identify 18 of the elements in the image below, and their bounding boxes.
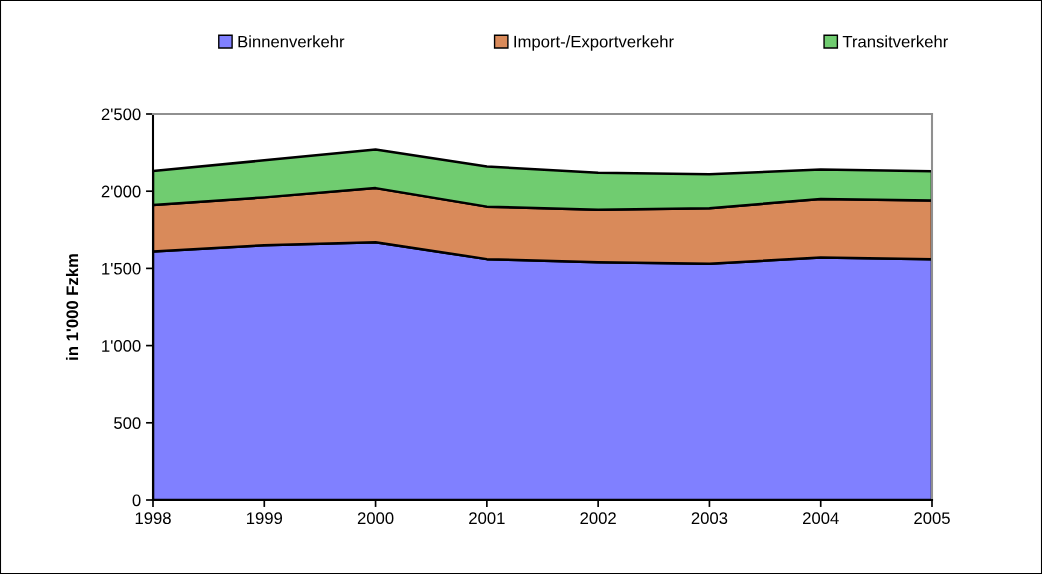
x-tick-label: 2000 [357,512,394,525]
y-tick-label: 1'500 [102,262,141,275]
x-tick-label: 2004 [803,512,839,525]
x-tick-label: 1999 [247,512,283,525]
x-tick-label: 2001 [469,512,505,525]
y-tick-label: 2'000 [101,185,141,198]
y-tick-label: 500 [114,417,141,429]
legend-label: Binnenverkehr [238,35,345,48]
x-tick-label: 2005 [914,512,950,525]
y-tick-label: 1'000 [102,340,141,352]
y-tick-label: 2'500 [101,108,141,121]
legend-label: Import-/Exportverkehr [514,35,674,51]
y-axis-title: in 1'000 Fzkm [65,254,79,360]
y-tick-label: 0 [132,494,141,507]
x-tick-label: 2002 [580,512,616,525]
x-tick-label: 1998 [135,512,171,525]
x-tick-label: 2003 [691,512,728,525]
legend-label: Transitverkehr [842,35,948,48]
